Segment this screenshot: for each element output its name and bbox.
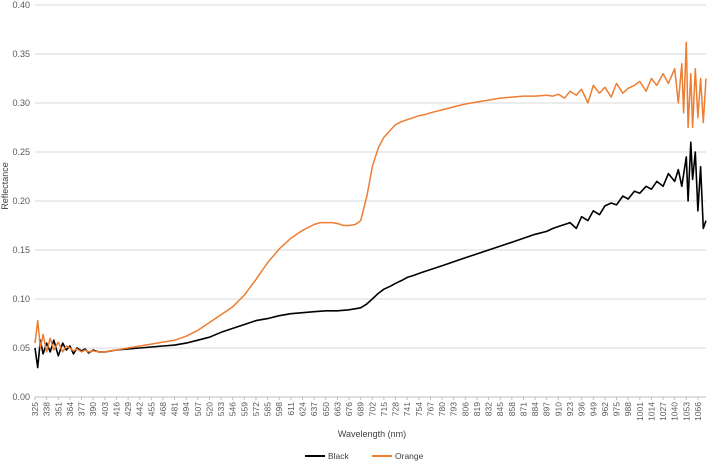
x-tick-label: 364 xyxy=(65,402,75,416)
x-tick-label: 1001 xyxy=(635,402,645,421)
x-tick-label: 377 xyxy=(77,402,87,416)
x-tick-label: 325 xyxy=(30,402,40,416)
x-tick-label: 858 xyxy=(507,402,517,416)
x-tick-label: 741 xyxy=(402,402,412,416)
x-tick-label: 975 xyxy=(612,402,622,416)
x-tick-label: 403 xyxy=(100,402,110,416)
x-tick-label: 1014 xyxy=(646,402,656,421)
x-tick-label: 546 xyxy=(228,402,238,416)
x-tick-label: 767 xyxy=(425,402,435,416)
x-tick-label: 351 xyxy=(53,402,63,416)
x-tick-label: 754 xyxy=(414,402,424,416)
x-tick-label: 884 xyxy=(530,402,540,416)
y-tick-label: 0.10 xyxy=(12,294,30,304)
x-tick-label: 572 xyxy=(251,402,261,416)
y-axis-tick-labels: 0.00 0.05 0.10 0.15 0.20 0.25 0.30 0.35 0.40 xyxy=(12,0,30,402)
data-series xyxy=(34,41,707,369)
x-tick-label: 611 xyxy=(286,402,296,416)
y-axis-title: Reflectance xyxy=(0,162,10,210)
x-tick-label: 676 xyxy=(344,402,354,416)
y-tick-label: 0.05 xyxy=(12,343,30,353)
x-tick-label: 728 xyxy=(391,402,401,416)
x-tick-label: 494 xyxy=(181,402,191,416)
legend: Black Orange xyxy=(305,451,424,461)
x-tick-label: 624 xyxy=(298,402,308,416)
x-tick-label: 806 xyxy=(460,402,470,416)
x-tick-label: 1053 xyxy=(681,402,691,421)
x-tick-label: 1040 xyxy=(670,402,680,421)
x-tick-label: 507 xyxy=(193,402,203,416)
x-tick-label: 988 xyxy=(623,402,633,416)
x-tick-label: 520 xyxy=(204,402,214,416)
x-tick-label: 663 xyxy=(332,402,342,416)
x-tick-label: 845 xyxy=(495,402,505,416)
x-tick-label: 897 xyxy=(542,402,552,416)
x-tick-label: 1066 xyxy=(693,402,703,421)
x-tick-label: 637 xyxy=(309,402,319,416)
x-tick-label: 416 xyxy=(111,402,121,416)
x-tick-label: 429 xyxy=(123,402,133,416)
x-tick-label: 650 xyxy=(321,402,331,416)
x-tick-label: 442 xyxy=(135,402,145,416)
y-tick-label: 0.40 xyxy=(12,0,30,10)
x-tick-label: 793 xyxy=(449,402,459,416)
x-tick-label: 689 xyxy=(356,402,366,416)
y-tick-label: 0.20 xyxy=(12,196,30,206)
x-tick-label: 949 xyxy=(588,402,598,416)
x-tick-label: 910 xyxy=(553,402,563,416)
x-tick-label: 598 xyxy=(274,402,284,416)
y-tick-label: 0.15 xyxy=(12,245,30,255)
x-tick-label: 338 xyxy=(42,402,52,416)
series-line-orange xyxy=(34,41,707,353)
legend-label-orange: Orange xyxy=(395,451,424,461)
x-axis-tick-labels: 325 338 351 364 377 390 403 416 429 442 455 468 481 4… xyxy=(30,397,703,421)
x-axis-title: Wavelength (nm) xyxy=(338,429,406,439)
x-tick-label: 585 xyxy=(263,402,273,416)
x-tick-label: 923 xyxy=(565,402,575,416)
y-tick-label: 0.35 xyxy=(12,49,30,59)
x-tick-label: 481 xyxy=(170,402,180,416)
x-tick-label: 533 xyxy=(216,402,226,416)
x-tick-label: 1027 xyxy=(658,402,668,421)
y-tick-label: 0.00 xyxy=(12,392,30,402)
x-tick-label: 819 xyxy=(472,402,482,416)
x-tick-label: 559 xyxy=(239,402,249,416)
y-tick-label: 0.25 xyxy=(12,147,30,157)
x-tick-label: 962 xyxy=(600,402,610,416)
gridlines xyxy=(35,4,706,398)
x-tick-label: 871 xyxy=(518,402,528,416)
x-tick-label: 832 xyxy=(484,402,494,416)
x-tick-label: 390 xyxy=(88,402,98,416)
x-tick-label: 455 xyxy=(146,402,156,416)
x-tick-label: 468 xyxy=(158,402,168,416)
x-tick-label: 715 xyxy=(379,402,389,416)
series-line-black xyxy=(34,141,707,369)
y-tick-label: 0.30 xyxy=(12,98,30,108)
legend-label-black: Black xyxy=(328,451,350,461)
x-tick-label: 702 xyxy=(367,402,377,416)
x-tick-label: 936 xyxy=(577,402,587,416)
x-tick-label: 780 xyxy=(437,402,447,416)
